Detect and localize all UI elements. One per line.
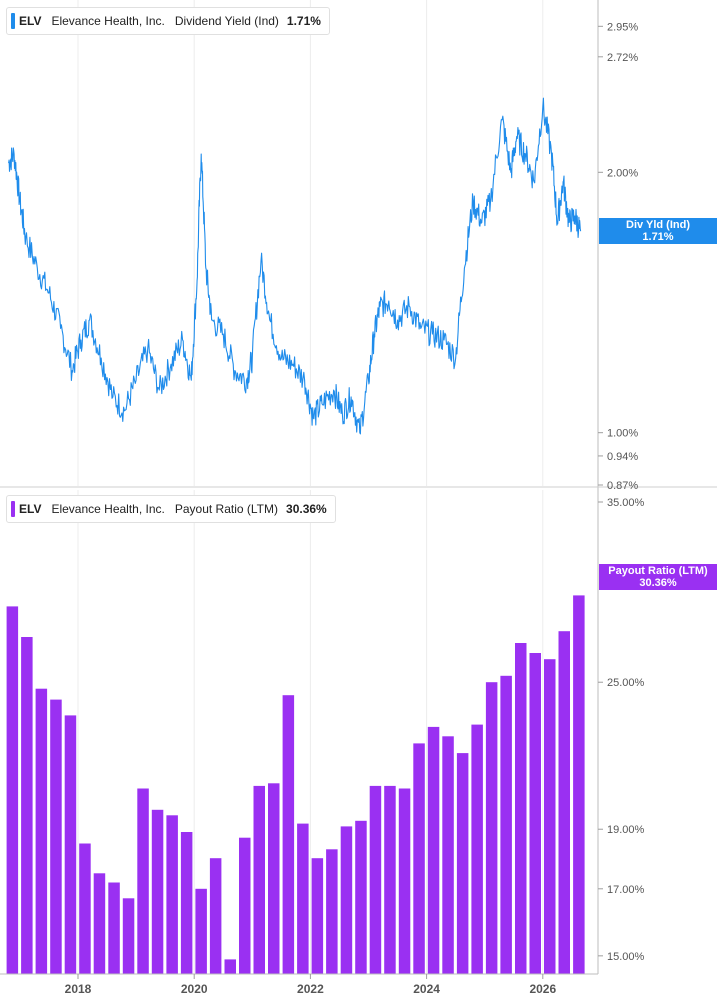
top-tag-label: Div Yld (Ind) (626, 219, 690, 231)
payout-bar-10 (151, 809, 164, 974)
bottom-tag-value: 30.36% (639, 577, 677, 589)
top-value-tag: Div Yld (Ind) 1.71% (599, 218, 717, 244)
bottom-y-tick-15: 15.00% (607, 951, 645, 963)
top-y-tick-2.72: 2.72% (607, 52, 638, 64)
payout-bar-30 (442, 736, 454, 974)
payout-bar-5 (79, 843, 91, 974)
bottom-legend-value: 30.36% (286, 502, 327, 516)
top-y-tick-1: 1.00% (607, 428, 638, 440)
payout-bar-18 (268, 783, 280, 974)
bottom-legend-swatch (11, 501, 15, 517)
bottom-legend-company: Elevance Health, Inc. (51, 502, 165, 516)
payout-bar-21 (311, 858, 324, 974)
payout-bar-4 (64, 715, 77, 974)
dividend-yield-series (7, 97, 582, 435)
x-tick-2022: 2022 (297, 982, 324, 996)
payout-bar-24 (355, 820, 367, 974)
top-legend-metric: Dividend Yield (Ind) (174, 14, 279, 28)
payout-bar-11 (166, 815, 178, 974)
top-tag-value: 1.71% (642, 231, 674, 243)
payout-bar-22 (326, 849, 338, 974)
x-tick-2018: 2018 (65, 982, 92, 996)
payout-bar-34 (500, 675, 512, 974)
payout-bar-39 (573, 595, 585, 974)
payout-bar-14 (209, 858, 222, 974)
payout-bar-8 (122, 898, 135, 974)
bottom-legend-ticker: ELV (19, 502, 42, 516)
top-legend-swatch (11, 13, 15, 29)
bottom-y-tick-25: 25.00% (607, 677, 645, 689)
payout-bar-9 (137, 788, 149, 974)
bottom-y-tick-17: 17.00% (607, 884, 645, 896)
payout-bar-27 (398, 788, 411, 974)
payout-bar-31 (456, 753, 469, 974)
payout-ratio-series (6, 595, 585, 974)
payout-bar-15 (224, 959, 236, 974)
payout-bar-7 (108, 882, 120, 974)
payout-bar-35 (515, 643, 527, 974)
payout-bar-29 (427, 726, 440, 974)
x-tick-2020: 2020 (181, 982, 208, 996)
payout-bar-3 (50, 699, 62, 974)
bottom-y-tick-35: 35.00% (607, 497, 645, 509)
payout-bar-23 (340, 826, 353, 974)
top-y-tick-0.87: 0.87% (607, 480, 638, 492)
payout-bar-25 (369, 785, 382, 974)
payout-bar-26 (384, 785, 396, 974)
tick-labels: 2.95% 2.72% 2.00% 1.00% 0.94% 0.87% 35.00% 25.0… (65, 21, 645, 996)
bottom-tag-label: Payout Ratio (LTM) (608, 565, 708, 577)
payout-bar-17 (253, 785, 265, 974)
top-legend: ELV Elevance Health, Inc. Dividend Yield… (6, 7, 330, 35)
payout-bar-19 (282, 695, 295, 974)
payout-bar-28 (413, 743, 425, 974)
bottom-value-tag: Payout Ratio (LTM) 30.36% (599, 564, 717, 590)
bottom-legend-metric: Payout Ratio (LTM) (174, 502, 279, 516)
dividend-yield-line (7, 97, 582, 435)
bottom-y-tick-19: 19.00% (607, 824, 645, 836)
top-legend-ticker: ELV (19, 14, 42, 28)
x-tick-2026: 2026 (529, 982, 556, 996)
x-tick-2024: 2024 (413, 982, 440, 996)
payout-bar-32 (471, 724, 483, 974)
payout-bar-20 (297, 823, 309, 974)
top-legend-value: 1.71% (286, 14, 321, 28)
bottom-legend: ELV Elevance Health, Inc. Payout Ratio (… (6, 495, 336, 523)
payout-bar-1 (21, 637, 33, 974)
top-y-tick-0.94: 0.94% (607, 451, 638, 463)
payout-bar-0 (6, 606, 19, 974)
payout-bar-36 (529, 653, 541, 974)
top-y-tick-2.95: 2.95% (607, 21, 638, 33)
payout-bar-2 (35, 688, 48, 974)
top-legend-company: Elevance Health, Inc. (51, 14, 165, 28)
payout-bar-38 (558, 631, 570, 974)
payout-bar-37 (544, 659, 556, 974)
payout-bar-6 (93, 873, 106, 974)
payout-bar-12 (180, 832, 193, 974)
axes (0, 0, 717, 975)
payout-bar-16 (239, 837, 251, 974)
top-y-tick-2: 2.00% (607, 167, 638, 179)
payout-bar-33 (485, 682, 498, 974)
payout-bar-13 (195, 888, 207, 974)
gridlines (77, 0, 544, 974)
